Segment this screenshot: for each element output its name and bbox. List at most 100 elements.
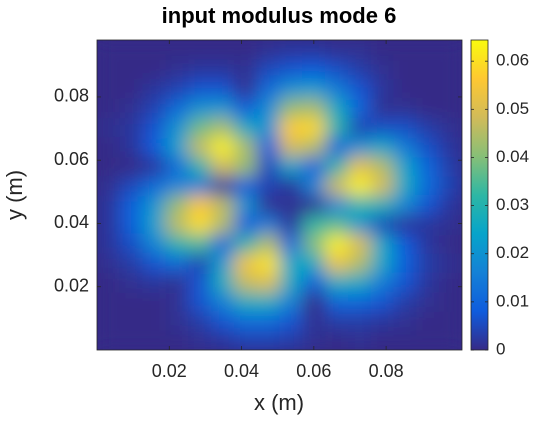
heat-cell <box>211 136 235 157</box>
heat-cell <box>370 175 395 196</box>
heat-cell <box>279 175 303 196</box>
heat-cell <box>211 40 235 60</box>
heat-cell <box>347 98 372 118</box>
heat-cell <box>347 311 372 332</box>
heat-cell <box>119 330 144 350</box>
heat-cell <box>256 98 280 118</box>
heat-cell <box>119 175 144 196</box>
heat-cell <box>97 253 121 273</box>
heat-cell <box>119 98 144 118</box>
heat-cell <box>233 291 258 312</box>
heat-cell <box>119 233 144 254</box>
heat-cell <box>416 272 440 293</box>
heat-cell <box>97 311 121 332</box>
heat-cell <box>279 136 303 157</box>
heat-cell <box>279 117 303 138</box>
heat-cell <box>97 175 121 196</box>
heat-cell <box>233 40 258 60</box>
heat-cell <box>325 291 349 312</box>
heat-cell <box>188 233 212 254</box>
heat-cell <box>279 272 303 293</box>
heat-cell <box>325 175 349 196</box>
heat-cell <box>279 98 303 118</box>
axes-box <box>96 39 463 351</box>
heat-cell <box>188 291 212 312</box>
heat-cell <box>347 40 372 60</box>
heat-cell <box>439 136 462 157</box>
colorbar-tick-label: 0.01 <box>496 291 529 310</box>
heat-cell <box>211 330 235 350</box>
heat-cell <box>142 136 166 157</box>
heat-cell <box>211 214 235 235</box>
heat-cell <box>347 195 372 215</box>
heat-cell <box>416 78 440 99</box>
heat-cell <box>256 59 280 80</box>
heat-cell <box>97 291 121 312</box>
heat-cell <box>256 233 280 254</box>
colorbar <box>470 39 489 351</box>
heat-cell <box>97 195 121 215</box>
heat-cell <box>211 78 235 99</box>
heat-cell <box>325 156 349 177</box>
heat-cell <box>142 272 166 293</box>
heat-cell <box>142 40 166 60</box>
x-tick-label: 0.04 <box>224 361 259 381</box>
heat-cell <box>233 175 258 196</box>
heat-cell <box>142 233 166 254</box>
heat-cell <box>165 175 189 196</box>
heat-cell <box>279 40 303 60</box>
heat-cell <box>256 330 280 350</box>
heat-cell <box>439 98 462 118</box>
heat-cell <box>325 59 349 80</box>
heat-cell <box>416 40 440 60</box>
colorbar-tick-label: 0.06 <box>496 51 529 70</box>
heat-cell <box>370 233 395 254</box>
y-tick-label: 0.08 <box>54 86 89 106</box>
heat-cell <box>279 253 303 273</box>
heat-cell <box>256 214 280 235</box>
heat-cell <box>302 272 326 293</box>
heat-cell <box>188 78 212 99</box>
heat-cell <box>142 291 166 312</box>
heat-cell <box>165 253 189 273</box>
heat-cell <box>393 40 417 60</box>
heat-cell <box>233 156 258 177</box>
heat-cell <box>370 291 395 312</box>
y-tick-label: 0.06 <box>54 149 89 169</box>
heat-cell <box>97 233 121 254</box>
colorbar-tick-label: 0.03 <box>496 195 529 214</box>
heat-cell <box>302 253 326 273</box>
heat-cell <box>165 214 189 235</box>
heat-cell <box>165 195 189 215</box>
heatmap <box>97 40 462 350</box>
heat-cell <box>302 136 326 157</box>
heat-cell <box>302 175 326 196</box>
heat-cell <box>325 98 349 118</box>
heat-cell <box>256 175 280 196</box>
heat-cell <box>416 291 440 312</box>
heat-cell <box>439 117 462 138</box>
heat-cell <box>279 330 303 350</box>
heat-cell <box>142 195 166 215</box>
heat-cell <box>439 59 462 80</box>
heat-cell <box>393 59 417 80</box>
heat-cell <box>188 330 212 350</box>
heat-cell <box>393 195 417 215</box>
heat-cell <box>439 214 462 235</box>
heat-cell <box>393 214 417 235</box>
heat-cell <box>302 214 326 235</box>
heat-cell <box>279 78 303 99</box>
heat-cell <box>256 40 280 60</box>
heat-cell <box>188 253 212 273</box>
heat-cell <box>393 136 417 157</box>
heat-cell <box>142 78 166 99</box>
heat-cell <box>97 214 121 235</box>
heat-cell <box>142 156 166 177</box>
heat-cell <box>119 214 144 235</box>
x-axis-label: x (m) <box>254 390 304 415</box>
heat-cell <box>325 253 349 273</box>
ticks: 0.02 0.04 0.06 0.08 0.02 0.04 0.06 0.08 0 0.01 0.0… <box>54 40 529 381</box>
heat-cell <box>347 272 372 293</box>
heat-cell <box>302 311 326 332</box>
heat-cell <box>119 156 144 177</box>
